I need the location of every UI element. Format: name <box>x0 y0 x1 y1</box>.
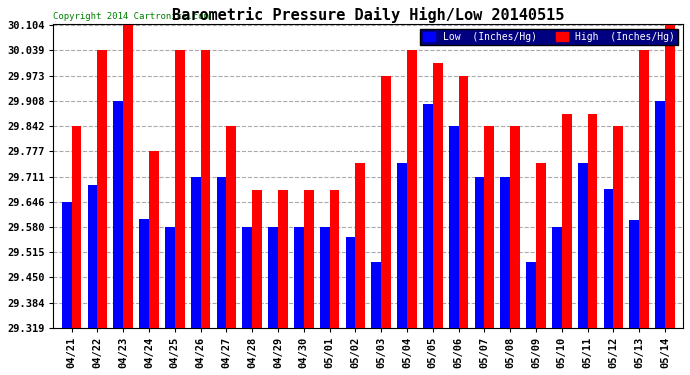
Bar <box>448 126 459 328</box>
Title: Barometric Pressure Daily High/Low 20140515: Barometric Pressure Daily High/Low 20140… <box>172 7 564 23</box>
Bar <box>330 190 339 328</box>
Bar <box>371 262 381 328</box>
Bar <box>552 227 562 328</box>
Bar <box>604 189 613 328</box>
Bar <box>500 177 510 328</box>
Bar <box>201 50 210 328</box>
Bar <box>278 190 288 328</box>
Bar <box>459 76 469 328</box>
Bar <box>217 177 226 328</box>
Bar <box>397 163 407 328</box>
Bar <box>304 190 313 328</box>
Bar <box>319 227 330 328</box>
Text: Copyright 2014 Cartronics.com: Copyright 2014 Cartronics.com <box>53 12 209 21</box>
Bar <box>526 262 536 328</box>
Bar <box>510 126 520 328</box>
Bar <box>149 151 159 328</box>
Bar <box>656 101 665 328</box>
Bar <box>613 126 623 328</box>
Bar <box>61 202 72 328</box>
Bar <box>252 190 262 328</box>
Bar <box>562 114 571 328</box>
Bar <box>536 163 546 328</box>
Bar <box>355 163 365 328</box>
Bar <box>588 114 598 328</box>
Bar <box>139 219 149 328</box>
Bar <box>97 50 107 328</box>
Bar <box>423 104 433 328</box>
Bar <box>72 126 81 328</box>
Bar <box>407 50 417 328</box>
Bar <box>294 227 304 328</box>
Bar <box>123 25 133 328</box>
Bar <box>629 220 639 328</box>
Bar <box>226 126 236 328</box>
Bar <box>346 237 355 328</box>
Bar <box>242 227 252 328</box>
Bar <box>165 227 175 328</box>
Bar <box>578 163 588 328</box>
Bar <box>665 25 675 328</box>
Bar <box>190 177 201 328</box>
Legend: Low  (Inches/Hg), High  (Inches/Hg): Low (Inches/Hg), High (Inches/Hg) <box>420 29 678 45</box>
Bar <box>113 101 123 328</box>
Bar <box>484 126 494 328</box>
Bar <box>381 76 391 328</box>
Bar <box>175 50 184 328</box>
Bar <box>268 227 278 328</box>
Bar <box>433 63 442 328</box>
Bar <box>475 177 484 328</box>
Bar <box>639 50 649 328</box>
Bar <box>88 185 97 328</box>
